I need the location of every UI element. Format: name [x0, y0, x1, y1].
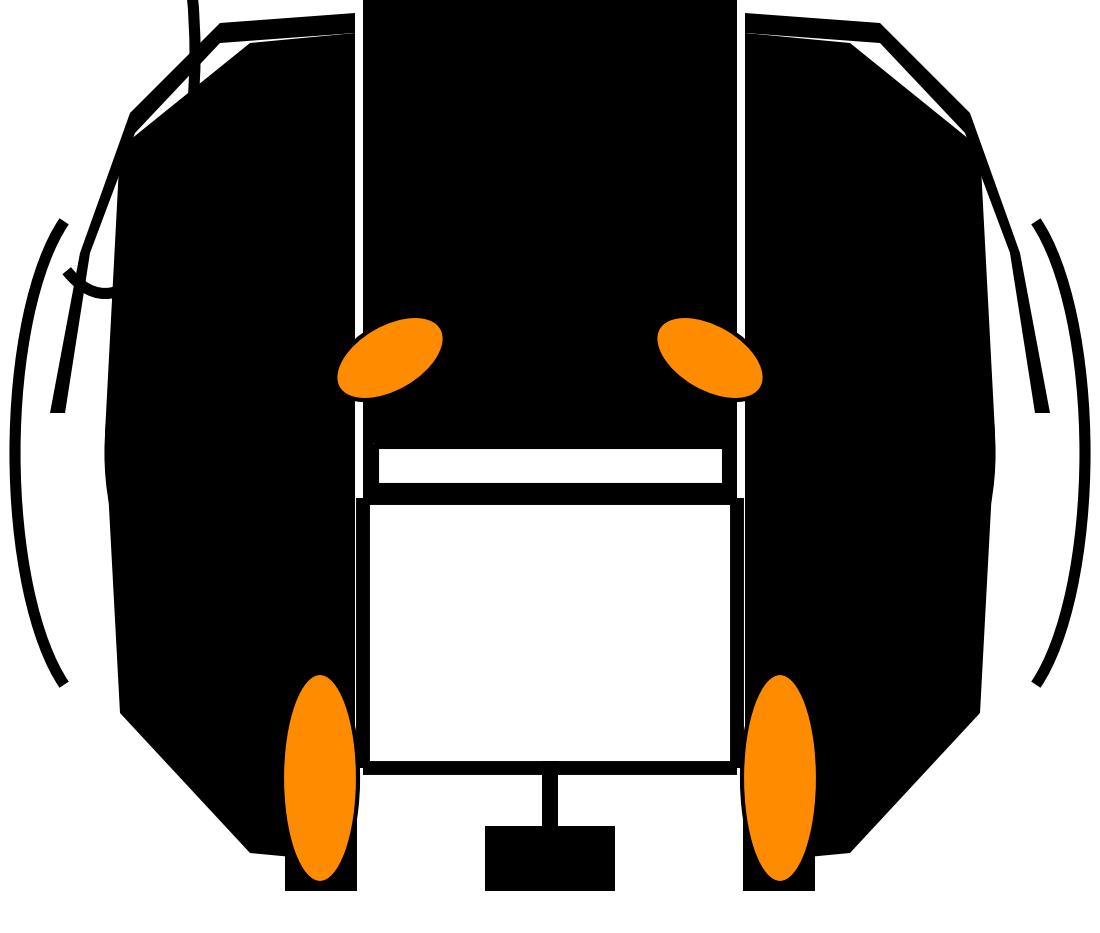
Ellipse shape	[336, 316, 444, 400]
Polygon shape	[745, 13, 1050, 413]
Polygon shape	[104, 33, 355, 863]
Bar	[373, 443, 727, 488]
Bar	[363, 0, 737, 498]
Ellipse shape	[742, 673, 818, 883]
Ellipse shape	[656, 316, 764, 400]
Bar	[485, 826, 615, 891]
Ellipse shape	[282, 673, 358, 883]
Polygon shape	[745, 33, 996, 863]
Bar	[355, 498, 745, 768]
Bar	[542, 761, 558, 891]
Polygon shape	[50, 13, 355, 413]
Bar	[742, 731, 815, 891]
Bar	[285, 731, 358, 891]
